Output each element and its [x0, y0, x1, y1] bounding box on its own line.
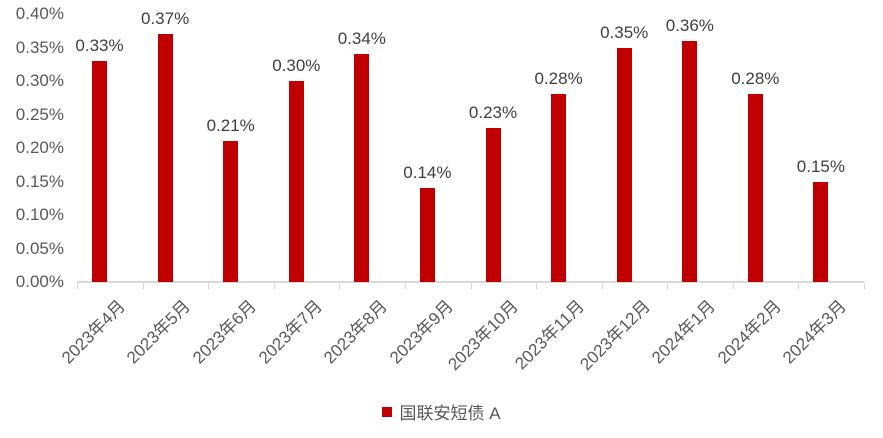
bar-value-label: 0.15%	[796, 156, 845, 176]
x-axis-tick	[667, 283, 669, 289]
y-axis-tick-label: 0.10%	[15, 205, 64, 224]
x-axis-tick	[470, 283, 472, 289]
bar	[485, 127, 501, 282]
x-axis-tick	[77, 283, 78, 289]
x-axis-tick	[601, 283, 603, 289]
y-axis-tick-label: 0.25%	[15, 104, 64, 124]
y-axis-tick-label: 0.15%	[15, 171, 64, 191]
x-axis-tick	[142, 283, 144, 289]
bar-value-label: 0.23%	[468, 102, 518, 122]
bar	[157, 34, 173, 282]
bar-value-label: 0.37%	[140, 9, 190, 29]
y-axis-tick-label: 0.05%	[15, 238, 64, 258]
bar	[747, 94, 763, 282]
bar-value-label: 0.28%	[534, 69, 583, 89]
y-axis-tick-label: 0.30%	[15, 71, 64, 90]
bar	[682, 40, 698, 282]
x-axis-tick	[273, 283, 275, 289]
y-axis-tick-label: 0.40%	[15, 4, 64, 23]
x-axis-tick	[339, 283, 341, 289]
bar	[551, 94, 567, 282]
y-axis-tick-label: 0.00%	[15, 272, 64, 291]
bar	[813, 181, 829, 282]
bar	[288, 81, 304, 282]
x-axis-tick	[864, 283, 865, 289]
bar-value-label: 0.30%	[272, 56, 321, 75]
x-axis-tick	[732, 283, 734, 289]
x-axis-tick	[798, 283, 800, 289]
y-axis-tick-label: 0.35%	[15, 37, 64, 57]
bar-value-label: 0.34%	[337, 29, 386, 49]
bar	[616, 47, 632, 282]
x-axis-tick	[404, 283, 406, 289]
bar-value-label: 0.28%	[731, 69, 780, 89]
y-axis-tick-label: 0.20%	[15, 138, 64, 157]
legend-swatch	[382, 406, 393, 417]
bar-value-label: 0.21%	[206, 116, 255, 136]
bar	[223, 141, 239, 282]
bar	[419, 188, 435, 282]
bar	[354, 54, 370, 282]
bar-value-label: 0.36%	[665, 15, 714, 35]
bar-value-label: 0.35%	[600, 22, 649, 42]
bar-value-label: 0.33%	[75, 35, 124, 55]
x-axis-line	[77, 281, 864, 283]
bar	[92, 60, 107, 282]
x-axis-tick	[536, 283, 538, 289]
legend: 国联安短债 A	[0, 399, 883, 424]
bar-value-label: 0.14%	[403, 163, 452, 183]
legend-label: 国联安短债 A	[399, 404, 501, 423]
x-axis-tick	[208, 283, 210, 289]
